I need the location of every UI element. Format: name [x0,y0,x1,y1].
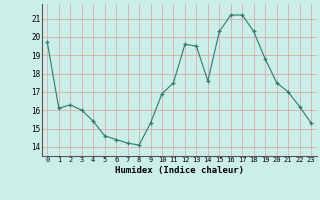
X-axis label: Humidex (Indice chaleur): Humidex (Indice chaleur) [115,166,244,175]
